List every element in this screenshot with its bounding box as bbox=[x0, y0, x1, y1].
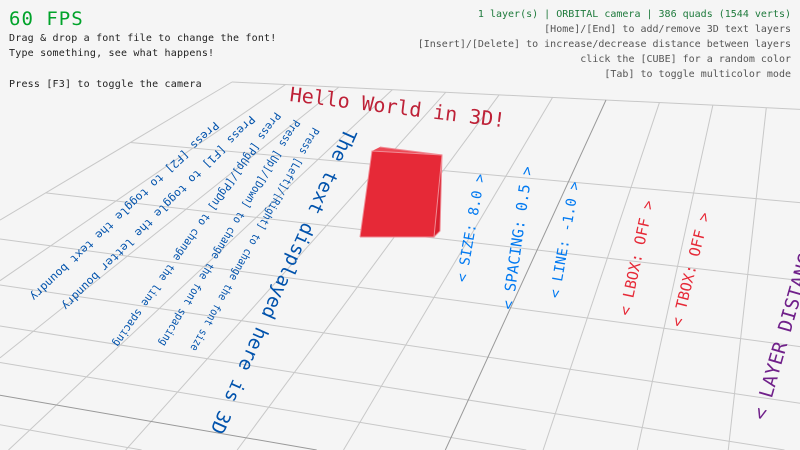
hint-distance: [Insert]/[Delete] to increase/decrease d… bbox=[417, 39, 791, 50]
hint-drag-drop: Drag & drop a font file to change the fo… bbox=[9, 33, 277, 44]
cube-front-face[interactable] bbox=[360, 151, 442, 237]
grid-line bbox=[0, 394, 317, 450]
grid-line bbox=[636, 105, 714, 450]
grid-line bbox=[727, 107, 767, 450]
grid-line bbox=[343, 97, 554, 450]
hint-type: Type something, see what happens! bbox=[9, 48, 215, 59]
grid-line bbox=[8, 89, 393, 450]
grid-line bbox=[0, 424, 142, 450]
grid-line bbox=[0, 362, 527, 450]
grid-line bbox=[0, 325, 785, 450]
grid-line bbox=[130, 141, 800, 204]
hint-layers: [Home]/[End] to add/remove 3D text layer… bbox=[544, 24, 791, 35]
hint-multicolor: [Tab] to toggle multicolor mode bbox=[604, 69, 791, 80]
grid-line bbox=[0, 86, 340, 359]
status-line: 1 layer(s) | ORBITAL camera | 386 quads … bbox=[477, 9, 791, 20]
grid-line bbox=[0, 84, 286, 282]
hint-cube: click the [CUBE] for a random color bbox=[580, 54, 791, 65]
cube-wireframe-back bbox=[379, 146, 443, 238]
fps-counter: 60 FPS bbox=[9, 8, 84, 30]
grid-line bbox=[236, 94, 500, 450]
cube[interactable] bbox=[350, 145, 450, 255]
grid-line bbox=[542, 102, 660, 450]
grid-line bbox=[231, 81, 800, 110]
grid-line bbox=[0, 81, 233, 221]
grid-line bbox=[0, 284, 800, 404]
grid-line bbox=[0, 238, 800, 348]
hint-camera: Press [F3] to toggle the camera bbox=[9, 79, 202, 90]
grid-line bbox=[444, 99, 607, 450]
